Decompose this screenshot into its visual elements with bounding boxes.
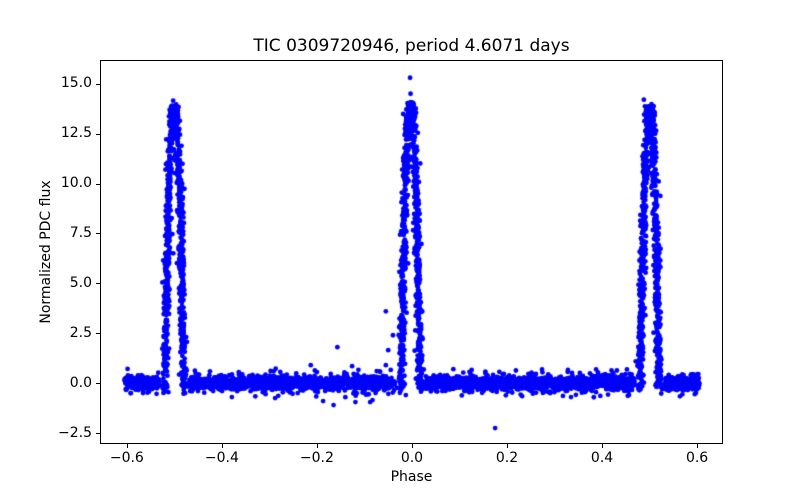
y-tick-label: −2.5 — [58, 424, 92, 441]
x-tick-label: 0.6 — [685, 450, 709, 466]
y-tick-label: 0.0 — [69, 374, 92, 391]
y-tick-label: 2.5 — [69, 324, 92, 341]
x-tick-label: −0.4 — [204, 450, 239, 466]
y-tick-label: 5.0 — [69, 274, 92, 291]
y-tick-mark — [96, 133, 100, 135]
y-tick-mark — [96, 333, 100, 335]
y-tick-label: 10.0 — [60, 175, 92, 192]
x-tick-mark — [697, 444, 699, 448]
scatter-points-canvas — [100, 60, 723, 444]
y-tick-label: 15.0 — [60, 75, 92, 92]
x-tick-label: 0.2 — [495, 450, 519, 466]
y-tick-mark — [96, 183, 100, 185]
y-tick-label: 7.5 — [69, 224, 92, 241]
x-tick-mark — [316, 444, 318, 448]
y-tick-mark — [96, 233, 100, 235]
x-axis-label: Phase — [390, 469, 433, 485]
x-tick-mark — [221, 444, 223, 448]
x-tick-label: −0.6 — [109, 450, 144, 466]
x-tick-label: 0.4 — [590, 450, 614, 466]
x-tick-mark — [507, 444, 509, 448]
x-tick-label: −0.2 — [299, 450, 334, 466]
y-tick-label: 12.5 — [60, 125, 92, 142]
chart-title: TIC 0309720946, period 4.6071 days — [253, 36, 570, 56]
x-tick-mark — [126, 444, 128, 448]
x-tick-label: 0.0 — [400, 450, 424, 466]
y-tick-mark — [96, 83, 100, 85]
y-tick-mark — [96, 383, 100, 385]
x-tick-mark — [602, 444, 604, 448]
x-tick-mark — [411, 444, 413, 448]
y-tick-mark — [96, 433, 100, 435]
y-tick-mark — [96, 283, 100, 285]
